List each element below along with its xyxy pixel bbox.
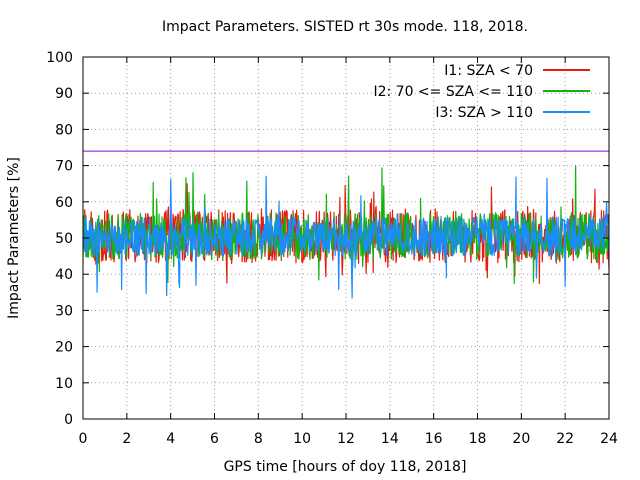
y-tick-label: 10 (55, 376, 73, 392)
x-tick-label: 8 (254, 431, 263, 447)
y-tick-label: 0 (64, 412, 73, 428)
x-tick-label: 2 (122, 431, 131, 447)
y-tick-label: 60 (55, 195, 73, 211)
y-tick-label: 30 (55, 303, 73, 319)
legend-label-1: I1: SZA < 70 (444, 63, 533, 79)
x-tick-label: 4 (166, 431, 175, 447)
legend: I1: SZA < 70 I2: 70 <= SZA <= 110 I3: SZA … (373, 63, 590, 121)
chart-title: Impact Parameters. SISTED rt 30s mode. 1… (162, 19, 528, 35)
x-tick-label: 10 (293, 431, 311, 447)
x-tick-label: 12 (337, 431, 355, 447)
x-tick-label: 16 (425, 431, 443, 447)
y-tick-label: 80 (55, 122, 73, 138)
x-tick-label: 14 (381, 431, 399, 447)
y-tick-label: 40 (55, 267, 73, 283)
y-tick-label: 20 (55, 340, 73, 356)
x-tick-label: 18 (469, 431, 487, 447)
y-tick-label: 70 (55, 159, 73, 175)
x-tick-label: 22 (556, 431, 574, 447)
x-tick-label: 20 (512, 431, 530, 447)
x-tick-label: 24 (600, 431, 618, 447)
x-tick-label: 6 (210, 431, 219, 447)
y-tick-label: 50 (55, 231, 73, 247)
legend-label-3: I3: SZA > 110 (435, 105, 533, 121)
y-tick-label: 100 (46, 50, 73, 66)
x-axis-label: GPS time [hours of doy 118, 2018] (224, 459, 467, 475)
data-series-group (82, 165, 610, 299)
x-tick-label: 0 (79, 431, 88, 447)
y-axis-label: Impact Parameters [%] (6, 157, 22, 319)
series-line-3 (82, 175, 610, 299)
y-tick-label: 90 (55, 86, 73, 102)
legend-label-2: I2: 70 <= SZA <= 110 (373, 84, 533, 100)
